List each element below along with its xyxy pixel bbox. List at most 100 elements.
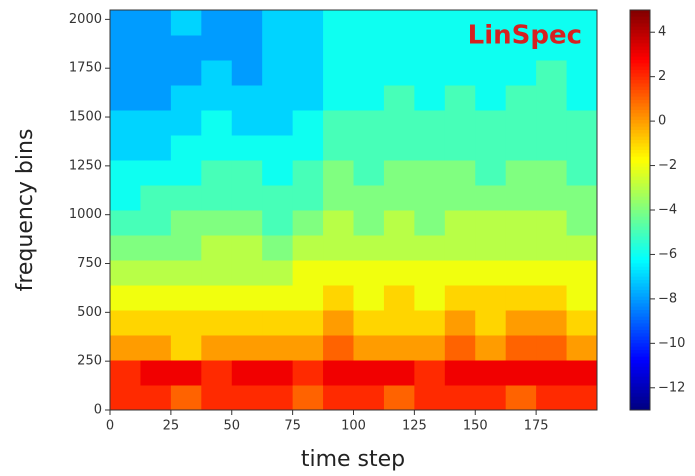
heatmap-cell [566,285,598,311]
heatmap-cell [566,185,598,211]
heatmap-cell [475,85,507,111]
heatmap-cell [444,185,476,211]
heatmap-cell [353,285,385,311]
heatmap-cell [414,35,446,61]
heatmap-cell [414,285,446,311]
colorbar-swatch [630,210,650,214]
heatmap-cell [505,210,537,236]
heatmap-cell [536,160,568,186]
colorbar-swatch [630,136,650,141]
colorbar-swatch [630,406,650,411]
colorbar-swatch [630,186,650,191]
y-tick-label: 2000 [69,12,102,27]
heatmap-cell [201,60,233,86]
heatmap-cell [444,60,476,86]
colorbar-swatch [630,46,650,51]
colorbar-swatch [630,300,650,304]
colorbar-swatch [630,370,650,374]
heatmap-cell [262,210,294,236]
heatmap-cell [110,85,141,111]
colorbar-swatch [630,343,650,348]
heatmap-cell [536,385,568,411]
heatmap-cell [262,385,294,411]
heatmap-cell [414,260,446,286]
heatmap-cell [475,235,507,261]
colorbar-swatch [630,216,650,221]
heatmap-cell [231,185,263,211]
heatmap-cell [566,160,598,186]
colorbar-swatch [630,220,650,224]
y-tick-label: 1000 [69,207,102,222]
colorbar-swatch [630,360,650,364]
heatmap-cell [444,135,476,161]
heatmap-cell [262,335,294,361]
colorbar-tick-label: −6 [658,247,677,262]
heatmap-cell [231,35,263,61]
colorbar-swatch [630,53,650,58]
heatmap-cell [353,135,385,161]
colorbar-swatch [630,33,650,38]
colorbar-swatch [630,103,650,108]
colorbar-swatch [630,390,650,394]
x-axis-label: time step [301,447,405,472]
heatmap-cell [323,360,354,386]
colorbar-swatch [630,363,650,368]
heatmap-cell [566,110,598,136]
heatmap-cell [323,185,354,211]
heatmap-cell [170,35,202,61]
colorbar-swatch [630,16,650,21]
x-tick-label: 100 [341,419,366,434]
heatmap-cell [170,260,202,286]
heatmap-cell [536,360,568,386]
colorbar-swatch [630,366,650,371]
colorbar-swatch [630,30,650,34]
colorbar-tick-label: −12 [658,380,685,395]
heatmap-cell [201,85,233,111]
heatmap-cell [383,185,415,211]
colorbar-swatch [630,323,650,328]
colorbar-swatch [630,303,650,308]
heatmap-cell [536,85,568,111]
heatmap-cell [505,60,537,86]
colorbar-swatch [630,113,650,118]
heatmap-cell [231,260,263,286]
heatmap-cell [292,210,324,236]
heatmap-cell [140,110,172,136]
colorbar-swatch [630,76,650,81]
y-tick-label: 1250 [69,158,102,173]
heatmap-cell [414,310,446,336]
heatmap-cell [505,135,537,161]
colorbar-swatch [630,306,650,311]
heatmap-cell [323,335,354,361]
heatmap-cell [231,310,263,336]
colorbar-swatch [630,240,650,244]
heatmap-cell [110,310,141,336]
heatmap-cell [110,185,141,211]
heatmap-cell [353,335,385,361]
colorbar-swatch [630,383,650,388]
heatmap-cell [383,335,415,361]
colorbar-swatch [630,230,650,234]
colorbar-swatch [630,153,650,158]
colorbar-swatch [630,40,650,44]
heatmap-cell [444,335,476,361]
heatmap-cell [383,260,415,286]
heatmap-cell [383,360,415,386]
heatmap-cell [201,310,233,336]
colorbar-swatch [630,170,650,174]
colorbar-swatch [630,106,650,111]
heatmap-cell [140,135,172,161]
colorbar-swatch [630,160,650,164]
heatmap-cell [414,210,446,236]
heatmap-cell [323,210,354,236]
heatmap-cell [110,285,141,311]
heatmap-cell [414,85,446,111]
colorbar-swatch [630,356,650,361]
heatmap-cell [353,235,385,261]
colorbar-swatch [630,263,650,268]
heatmap-cell [231,135,263,161]
heatmap-cell [231,85,263,111]
x-tick-label: 75 [284,419,301,434]
y-tick-label: 0 [94,403,102,418]
colorbar-tick-label: −2 [658,158,677,173]
